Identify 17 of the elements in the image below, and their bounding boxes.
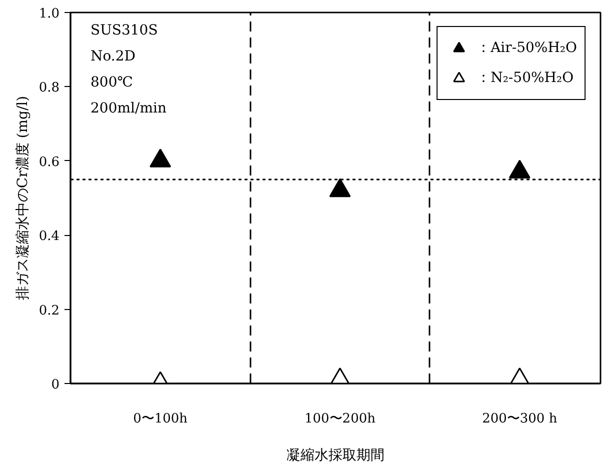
y-tick-label: 0.2 xyxy=(38,303,60,318)
annotation: 800℃ xyxy=(90,74,133,90)
y-tick-label: 0 xyxy=(51,378,60,392)
y-tick-label: 0.4 xyxy=(38,229,60,244)
x-tick-label: 200〜300 h xyxy=(482,412,558,426)
annotation: SUS310S xyxy=(90,22,158,38)
annotation: No.2D xyxy=(90,48,136,64)
x-axis-title: 凝縮水採取期間 xyxy=(286,448,384,464)
annotation: 200ml/min xyxy=(90,100,166,116)
y-tick-label: 0.8 xyxy=(38,80,60,96)
y-tick-label: 1.0 xyxy=(38,6,60,22)
y-axis-title: 排ガス凝縮水中のCr濃度 (mg/l) xyxy=(14,96,31,300)
y-tick-label: 0.6 xyxy=(38,154,60,170)
legend-label: ：N₂-50%H₂O xyxy=(476,69,574,87)
x-tick-label: 100〜200h xyxy=(304,412,376,426)
legend-label: ：Air-50%H₂O xyxy=(476,39,577,57)
x-tick-label: 0〜100h xyxy=(133,412,188,426)
